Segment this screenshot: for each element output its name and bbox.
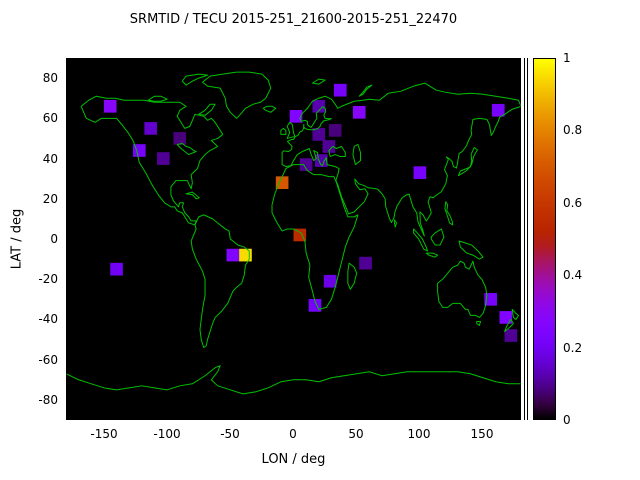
coastline: [505, 319, 514, 331]
y-tick-label: 60: [42, 111, 58, 125]
coastline: [177, 143, 196, 154]
x-tick-label: 50: [348, 427, 364, 441]
coastline: [348, 263, 357, 289]
coastline: [148, 96, 167, 101]
y-tick-label: 0: [50, 232, 58, 246]
colorbar-separator: [524, 58, 528, 420]
coastline: [191, 215, 249, 348]
coastline: [203, 72, 271, 118]
coastline: [263, 106, 276, 112]
coastline: [431, 229, 444, 245]
colorbar-tick-label: 0.2: [563, 341, 583, 355]
heat-cell: [323, 274, 337, 288]
coastline: [329, 146, 345, 156]
coastline: [426, 253, 437, 257]
colorbar-gradient: [533, 58, 556, 420]
y-tick-label: -60: [38, 353, 58, 367]
heat-cell: [110, 262, 123, 276]
y-tick-label: 40: [42, 152, 58, 166]
coastline: [312, 79, 325, 84]
heat-cell: [322, 140, 336, 153]
heat-cell: [312, 128, 326, 141]
heat-cell: [504, 329, 518, 342]
coastline: [66, 366, 521, 394]
heat-cell: [289, 109, 303, 123]
heat-cell: [144, 122, 157, 135]
heat-cell: [239, 248, 252, 262]
heat-cell: [359, 256, 372, 270]
x-tick-label: 100: [407, 427, 431, 441]
coastline: [186, 192, 199, 199]
heat-cell: [352, 105, 366, 119]
coastline: [199, 104, 215, 115]
coastline: [512, 309, 518, 319]
x-tick-label: -100: [153, 427, 181, 441]
colorbar-tick-label: 0.6: [563, 196, 583, 210]
coastline: [353, 144, 361, 164]
coastline: [414, 229, 428, 251]
y-tick-label: 80: [42, 71, 58, 85]
coastline: [182, 74, 207, 85]
heat-cell: [484, 292, 497, 306]
coastline: [359, 85, 372, 96]
coastline: [445, 202, 453, 225]
coastline: [477, 321, 481, 325]
heat-cell: [312, 99, 326, 113]
heat-cell: [275, 176, 289, 190]
coastline: [287, 122, 295, 138]
y-tick-label: -40: [38, 312, 58, 326]
x-axis-title: LON / deg: [261, 452, 326, 467]
heat-cell: [299, 158, 313, 171]
chart-title: SRMTID / TECU 2015-251_21600-2015-251_22…: [129, 12, 458, 27]
heat-cell: [328, 124, 342, 137]
coastline: [282, 83, 521, 236]
y-tick-label: -20: [38, 272, 58, 286]
x-tick-label: -50: [220, 427, 240, 441]
heat-cell: [499, 311, 513, 324]
heat-cell: [226, 248, 240, 262]
y-tick-label: 20: [42, 192, 58, 206]
map-plot-area: [66, 58, 521, 420]
heat-cell: [157, 152, 170, 165]
coastline: [394, 220, 396, 227]
heat-cell: [413, 166, 427, 179]
x-tick-label: 0: [289, 427, 297, 441]
x-tick-label: -150: [90, 427, 118, 441]
heat-cell: [173, 132, 187, 145]
colorbar-tick-label: 0.4: [563, 268, 583, 282]
colorbar-tick-label: 0.8: [563, 123, 583, 137]
y-tick-label: -80: [38, 393, 58, 407]
heat-cell: [333, 83, 347, 97]
coastline: [281, 128, 286, 134]
heat-cell: [132, 144, 146, 157]
coastline: [459, 241, 483, 259]
x-tick-label: 150: [470, 427, 494, 441]
colorbar-tick-label: 0: [563, 413, 571, 427]
heat-cell: [103, 99, 117, 113]
coastline: [438, 261, 487, 317]
coastline: [81, 96, 223, 225]
colorbar-tick-label: 1: [563, 51, 571, 65]
heat-cell: [491, 103, 505, 117]
coastline: [458, 147, 477, 175]
coastline: [272, 165, 358, 310]
